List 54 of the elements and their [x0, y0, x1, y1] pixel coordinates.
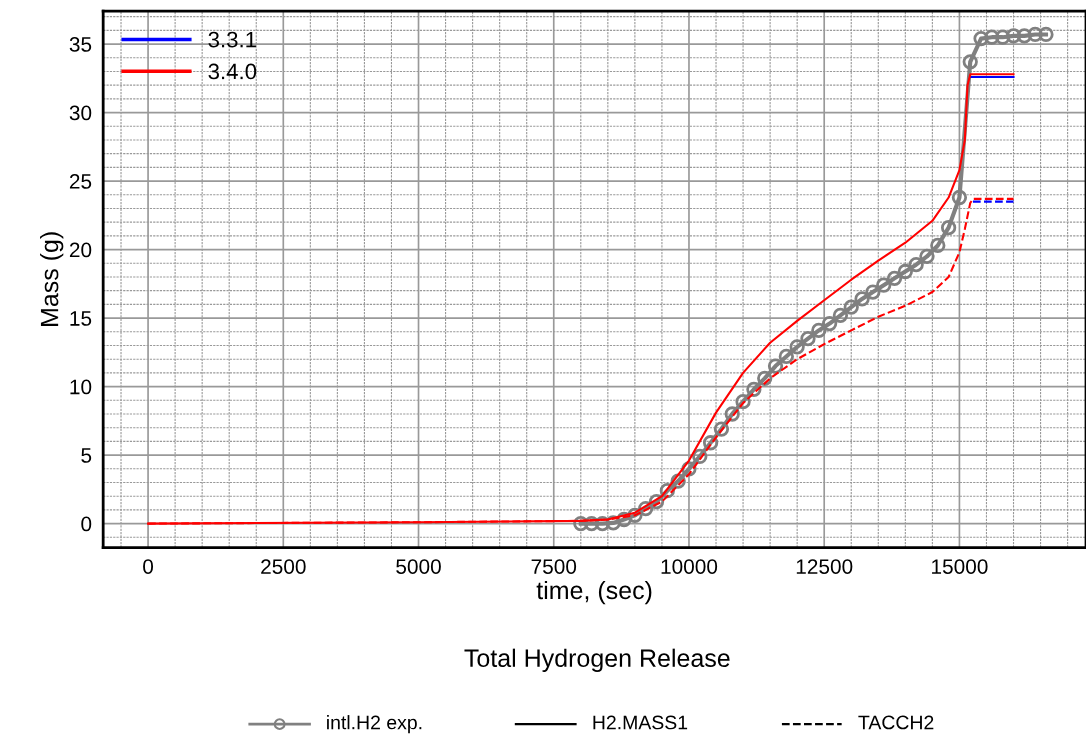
point: [692, 448, 708, 465]
x-tick-label: 0: [143, 559, 154, 574]
point: [1038, 26, 1054, 43]
point: [843, 299, 859, 315]
x-tick-label: 5000: [396, 559, 441, 574]
point: [876, 277, 892, 293]
text: Total Hydrogen Release: [464, 648, 730, 672]
point: [973, 30, 989, 47]
point: [778, 348, 794, 365]
y-tick-label: 0: [81, 516, 92, 532]
y-tick-label: 35: [69, 37, 92, 52]
point: [865, 284, 881, 300]
y-tick-label: 10: [70, 379, 92, 395]
point: [962, 54, 978, 70]
point: [919, 248, 935, 265]
point: [1016, 28, 1032, 44]
point: [811, 322, 827, 339]
point: [746, 381, 762, 397]
text: intl.H2 exp.: [327, 715, 422, 734]
point: [930, 237, 946, 254]
y-tick-label: 30: [69, 105, 92, 121]
point: [940, 220, 957, 236]
point: [713, 421, 730, 437]
x-axis-title: time, (sec): [536, 580, 652, 605]
point: [832, 307, 849, 323]
point: [789, 339, 805, 355]
legend-label: 3.4.0: [208, 63, 257, 80]
x-tick-label: 15000: [932, 559, 988, 574]
point: [1027, 26, 1043, 43]
y-axis-title: Mass (g): [40, 232, 64, 326]
point: [995, 29, 1011, 45]
x-tick-label: 10000: [661, 559, 718, 574]
text: TACCH2: [858, 715, 934, 730]
point: [735, 394, 751, 410]
point: [897, 263, 913, 280]
text: H2.MASS1: [593, 715, 688, 730]
point: [951, 189, 968, 206]
point: [854, 291, 870, 307]
y-tick-label: 25: [69, 174, 92, 189]
x-tick-label: 7500: [531, 559, 577, 574]
point: [821, 315, 838, 332]
x-tick-label: 12500: [796, 559, 853, 574]
point: [984, 29, 1000, 45]
legend-label: 3.3.1: [208, 31, 256, 48]
x-tick-label: 2500: [261, 559, 306, 574]
point: [908, 257, 924, 273]
point: [1005, 28, 1022, 44]
point: [757, 370, 773, 387]
y-tick-label: 15: [70, 311, 92, 326]
y-tick-label: 5: [81, 448, 92, 463]
point: [767, 358, 784, 374]
point: [886, 270, 903, 286]
y-tick-label: 20: [69, 242, 92, 258]
point: [800, 330, 816, 347]
